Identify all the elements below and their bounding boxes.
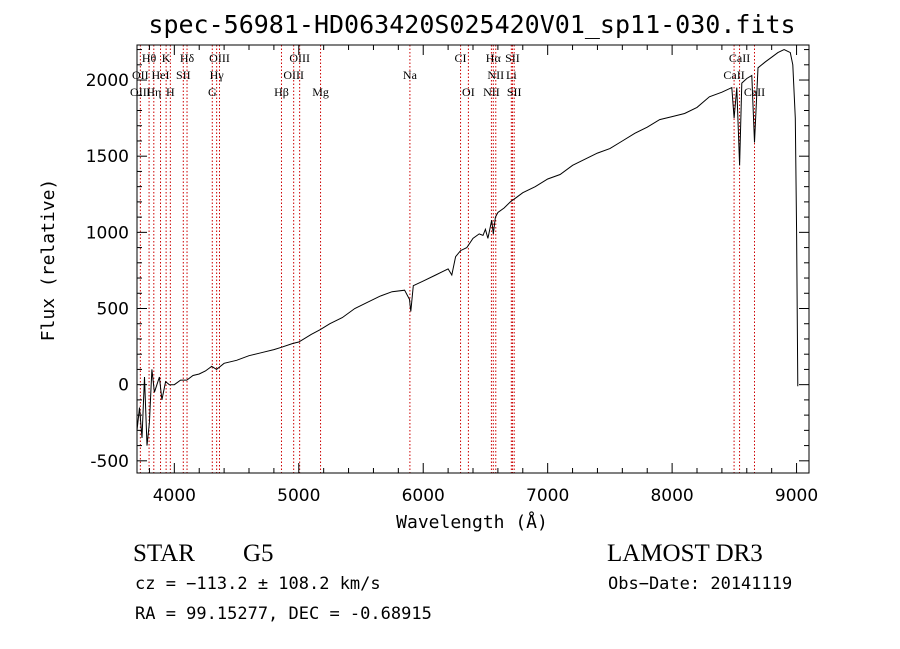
x-tick-label: 9000 bbox=[775, 486, 818, 506]
y-tick-label: 2000 bbox=[86, 71, 129, 91]
x-axis-label: Wavelength (Å) bbox=[396, 511, 548, 533]
x-tick-label: 5000 bbox=[277, 486, 320, 506]
line-label: Mg bbox=[312, 85, 329, 99]
line-markers bbox=[139, 45, 755, 473]
line-label: Hδ bbox=[180, 51, 195, 65]
y-axis-label: Flux (relative) bbox=[38, 179, 59, 342]
line-label: OI bbox=[462, 85, 475, 99]
line-label: OII bbox=[132, 68, 149, 82]
x-tick-label: 6000 bbox=[402, 486, 445, 506]
line-label: Hη bbox=[146, 85, 161, 99]
x-tick-label: 8000 bbox=[650, 486, 693, 506]
x-tick-label: 4000 bbox=[153, 486, 196, 506]
plot-frame bbox=[136, 44, 810, 474]
line-label: Na bbox=[403, 68, 418, 82]
y-tick-label: 1500 bbox=[86, 147, 129, 167]
line-label: Li bbox=[506, 68, 517, 82]
line-label: CI bbox=[455, 51, 467, 65]
obs-date-text: Obs−Date: 20141119 bbox=[608, 574, 793, 594]
line-label: H bbox=[166, 85, 175, 99]
line-label: OIII bbox=[209, 51, 230, 65]
line-label: HeI bbox=[152, 68, 170, 82]
subclass-label: G5 bbox=[243, 540, 274, 567]
y-tick-label: 500 bbox=[97, 300, 129, 320]
x-tick-label: 7000 bbox=[526, 486, 569, 506]
line-label: SII bbox=[507, 85, 522, 99]
line-label: CaII bbox=[729, 51, 750, 65]
redshift-text: cz = −113.2 ± 108.2 km/s bbox=[135, 574, 381, 594]
line-label: NII bbox=[487, 68, 504, 82]
line-label: OIII bbox=[283, 68, 304, 82]
line-label: G bbox=[208, 85, 217, 99]
y-tick-label: -500 bbox=[90, 452, 129, 472]
spectrum-line bbox=[136, 49, 799, 446]
line-label: SII bbox=[176, 68, 191, 82]
line-label: CaII bbox=[744, 85, 765, 99]
coordinates-text: RA = 99.15277, DEC = -0.68915 bbox=[135, 604, 432, 624]
line-label: Hβ bbox=[274, 85, 289, 99]
line-label: Hα bbox=[486, 51, 502, 65]
survey-label: LAMOST DR3 bbox=[607, 540, 763, 567]
line-label: NII bbox=[483, 85, 500, 99]
line-label: OIII bbox=[130, 85, 151, 99]
x-axis: 4000 5000 6000 7000 8000 9000 bbox=[148, 45, 818, 506]
line-label: K bbox=[162, 51, 171, 65]
line-label: SII bbox=[505, 51, 520, 65]
y-axis: -500 0 500 1000 1500 2000 bbox=[86, 49, 809, 472]
y-tick-label: 1000 bbox=[86, 223, 129, 243]
line-label: Hθ bbox=[142, 51, 157, 65]
class-label: STAR bbox=[133, 540, 195, 567]
y-tick-label: 0 bbox=[118, 376, 129, 396]
line-label: Hγ bbox=[210, 68, 225, 82]
line-label: CaII bbox=[723, 68, 744, 82]
line-label: OIII bbox=[289, 51, 310, 65]
chart-title: spec-56981-HD063420S025420V01_sp11-030.f… bbox=[148, 10, 795, 39]
